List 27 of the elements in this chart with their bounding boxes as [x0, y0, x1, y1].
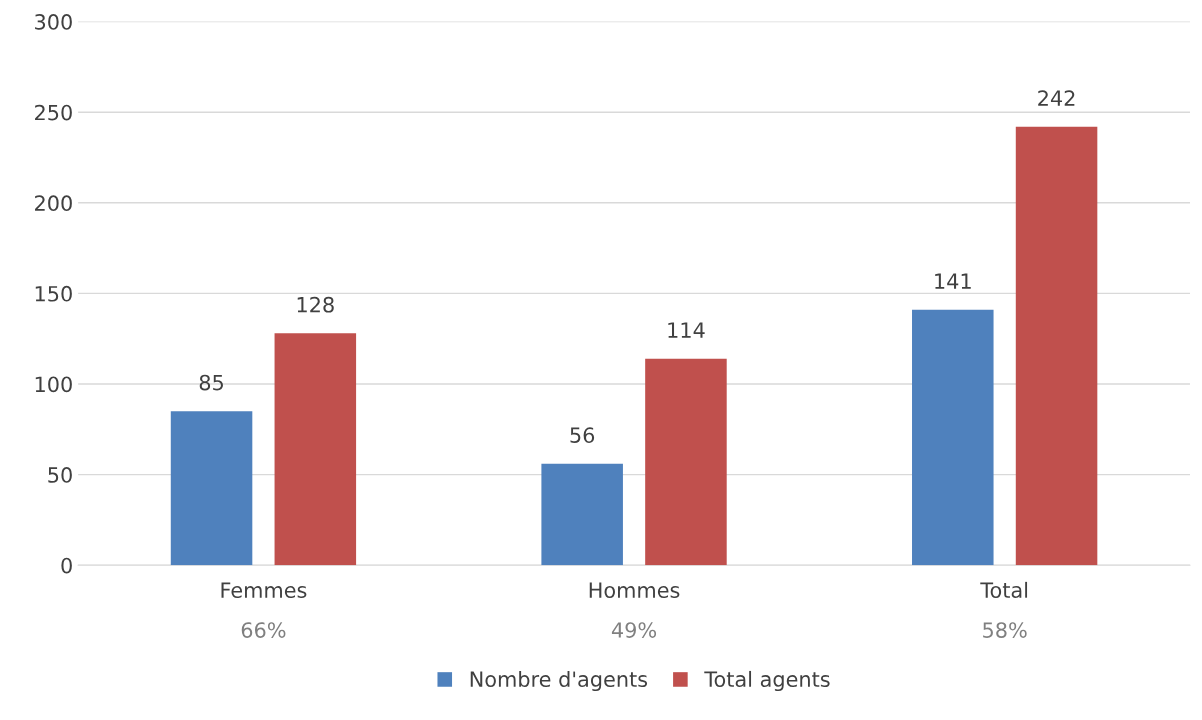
x-tick-label: Hommes [589, 582, 680, 598]
y-tick-label: 250 [35, 104, 72, 121]
data-label: 242 [1038, 90, 1075, 106]
legend-label: Total agents [704, 670, 830, 692]
y-tick-label: 200 [35, 195, 72, 212]
text: 58% [983, 622, 1027, 638]
y-tick-label: 0 [61, 557, 72, 574]
text: 66% [241, 622, 286, 638]
y-tick-label: 150 [35, 285, 72, 302]
data-label: 141 [935, 273, 971, 289]
bar [541, 463, 623, 566]
bar [645, 358, 727, 566]
text: 49% [611, 622, 657, 638]
y-tick-label: 300 [35, 14, 72, 30]
legend-label: Nombre d'agents [470, 670, 648, 692]
y-tick-label: 50 [48, 467, 72, 483]
x-tick-label: Femmes [221, 582, 307, 598]
data-label: 128 [297, 296, 334, 313]
data-label: 114 [668, 322, 705, 338]
x-tick-label: Total [980, 581, 1028, 598]
data-label: 85 [199, 374, 223, 391]
bar [170, 411, 253, 566]
y-tick-label: 100 [35, 376, 72, 393]
bar [912, 309, 994, 566]
bar [1015, 126, 1098, 566]
bar [274, 333, 357, 566]
data-label: 56 [570, 427, 595, 444]
